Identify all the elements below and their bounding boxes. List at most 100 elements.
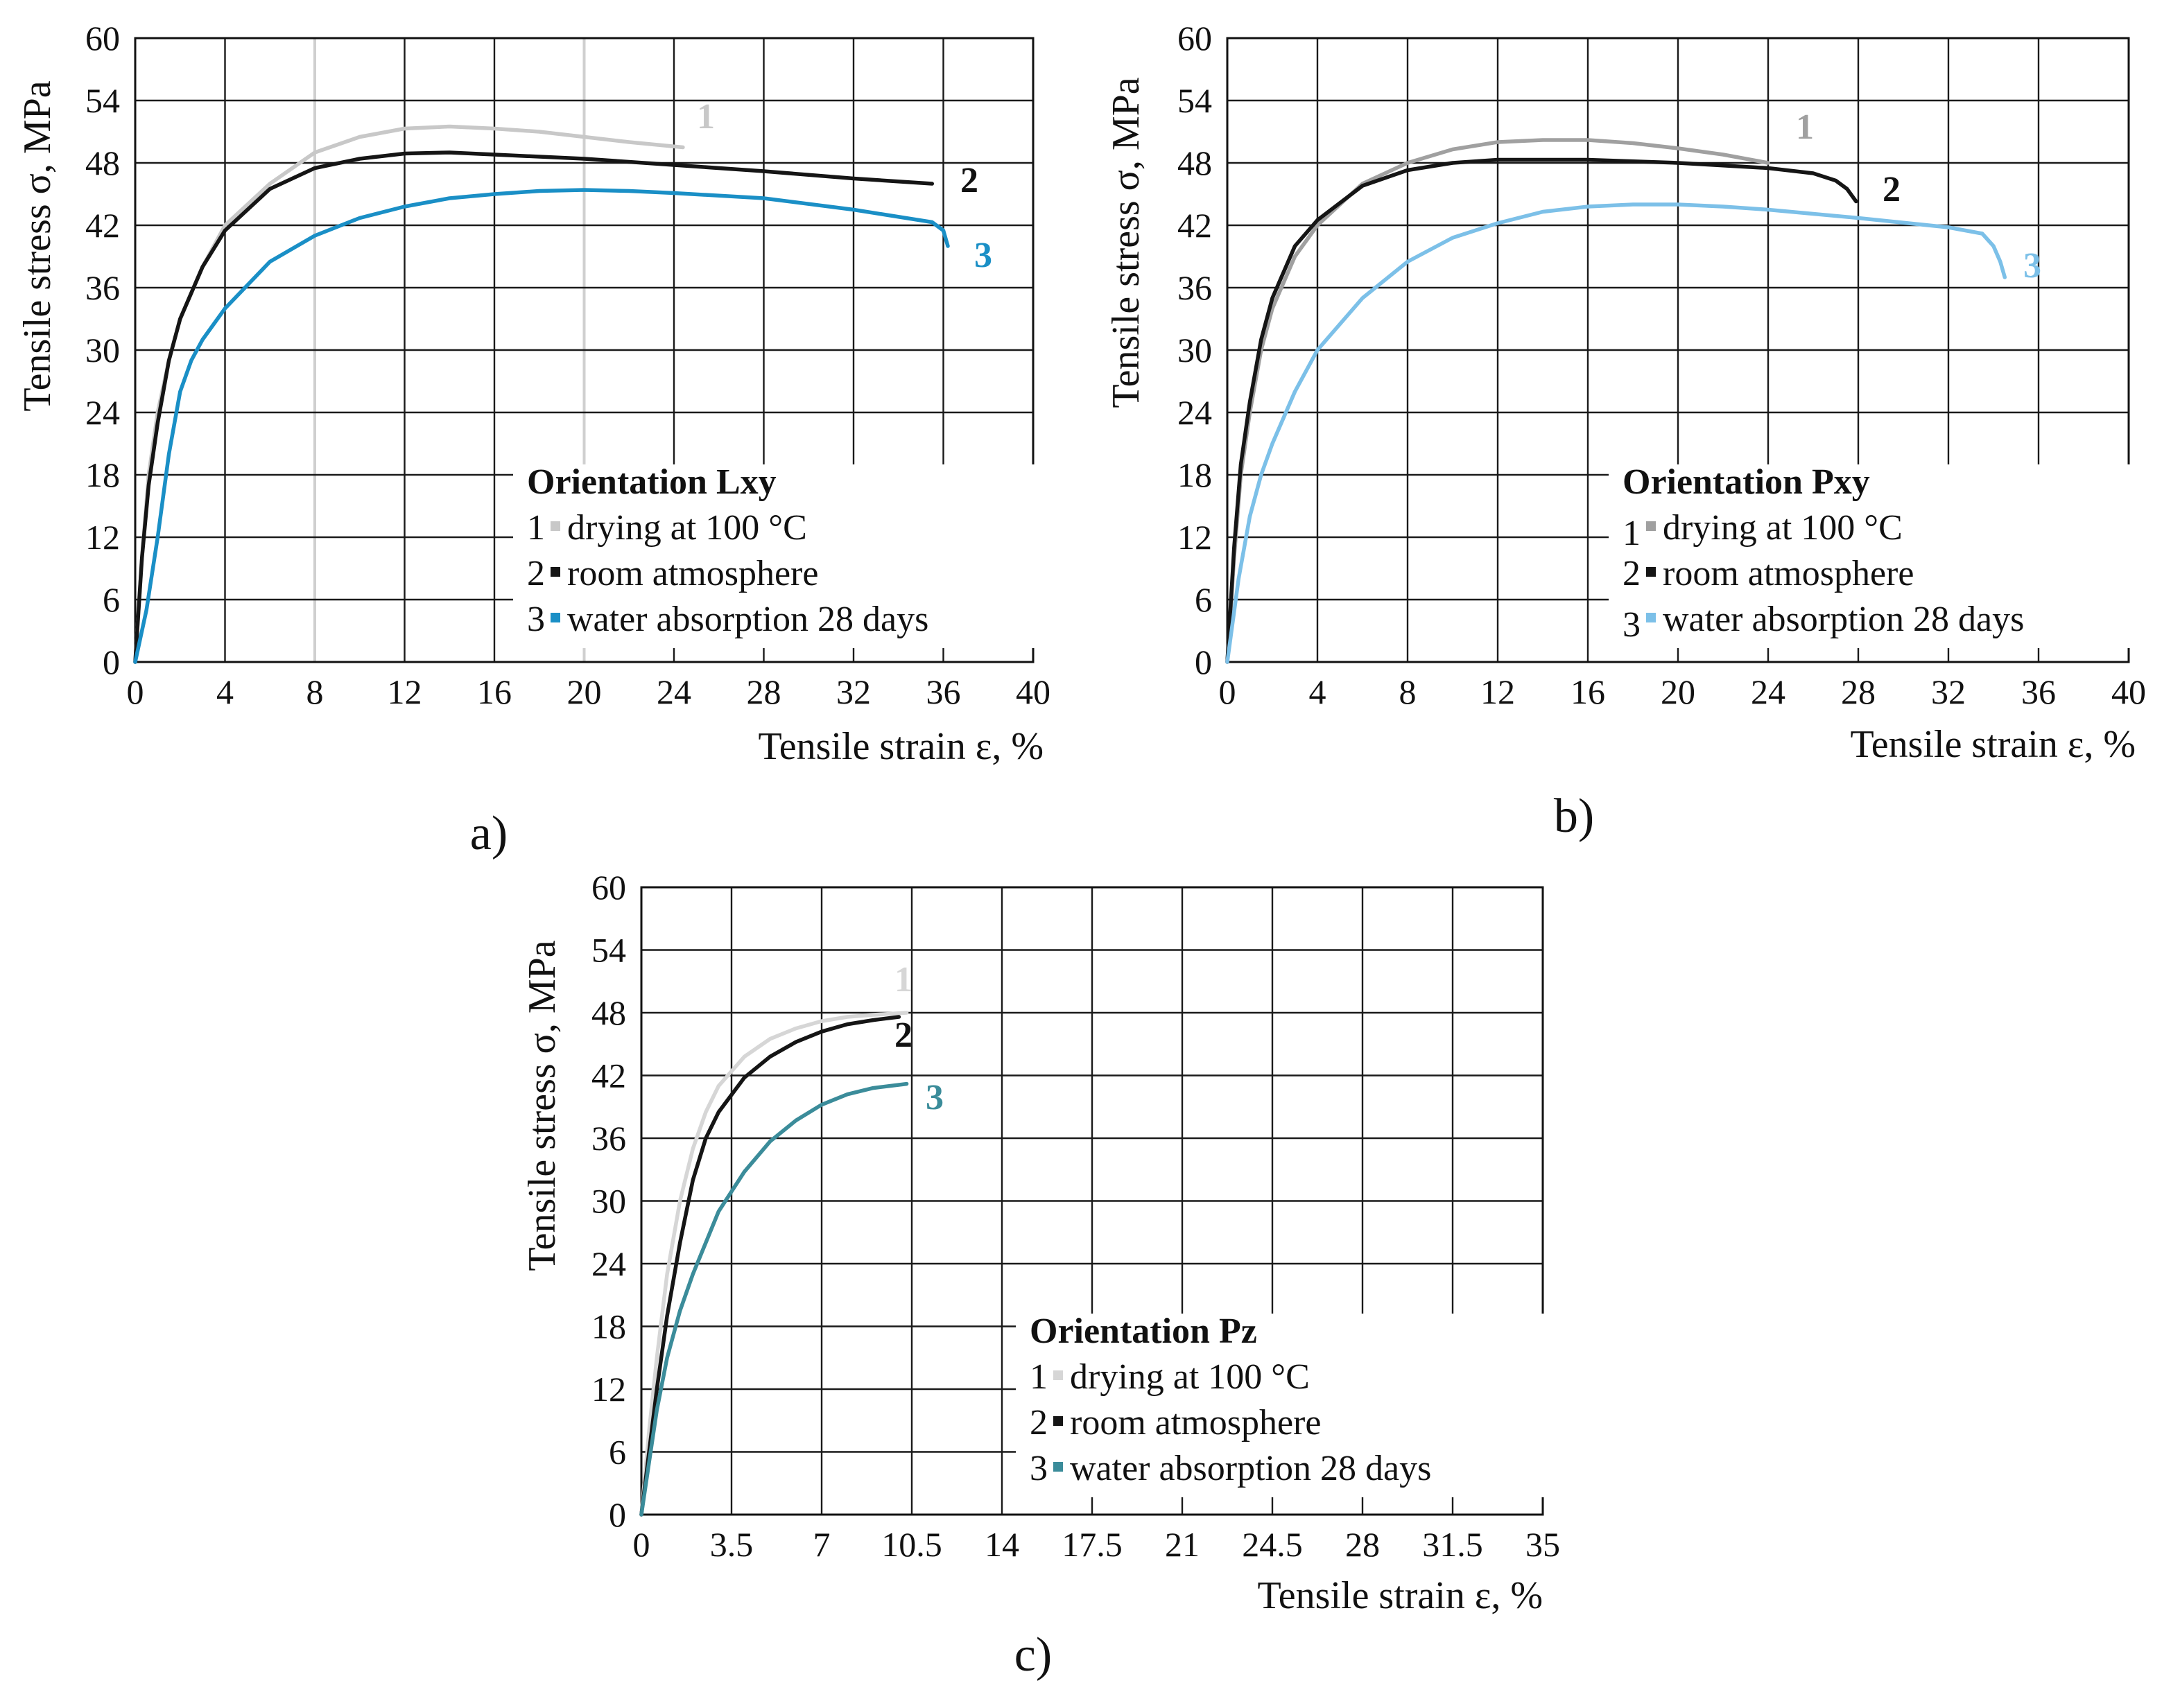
legend-entry-number: 3	[527, 600, 545, 639]
y-tick-label: 60	[1177, 19, 1212, 58]
x-tick-label: 28	[1345, 1525, 1380, 1564]
legend-entry-label: drying at 100 °C	[567, 508, 807, 548]
curve-number-label: 1	[697, 97, 715, 137]
legend-entry-number: 3	[1030, 1449, 1048, 1488]
x-tick-label: 3.5	[710, 1525, 754, 1564]
legend-background	[1609, 464, 2149, 648]
curve-number-label: 3	[974, 236, 992, 275]
x-tick-label: 17.5	[1062, 1525, 1123, 1564]
legend-background	[1016, 1314, 1557, 1497]
y-tick-label: 54	[85, 81, 120, 120]
x-tick-label: 7	[813, 1525, 831, 1564]
x-tick-label: 10.5	[881, 1525, 942, 1564]
legend-title: Orientation Lxy	[527, 462, 777, 502]
legend-entry-label: water absorption 28 days	[567, 600, 928, 639]
x-tick-label: 36	[926, 672, 961, 711]
legend-entry-number: 1	[1623, 514, 1641, 553]
y-tick-label: 48	[1177, 143, 1212, 182]
y-tick-label: 6	[609, 1433, 626, 1472]
legend-swatch-1	[1646, 521, 1656, 531]
x-axis-label: Tensile strain ε, %	[1851, 723, 2136, 766]
series-line-2	[1225, 157, 1858, 664]
y-tick-label: 24	[591, 1244, 626, 1283]
x-tick-label: 20	[1661, 672, 1695, 711]
x-axis-label: Tensile strain ε, %	[1258, 1574, 1543, 1617]
legend-entry-label: room atmosphere	[1663, 554, 1914, 593]
x-tick-label: 14	[985, 1525, 1019, 1564]
series-line-2	[639, 1015, 901, 1517]
y-tick-label: 60	[85, 19, 120, 58]
x-axis-label: Tensile strain ε, %	[759, 725, 1044, 768]
curve-number-label: 2	[1883, 170, 1901, 209]
x-tick-label: 24	[1751, 672, 1785, 711]
curve-number-label: 1	[894, 960, 912, 1000]
legend-swatch-2	[1053, 1416, 1063, 1426]
y-axis-label: Tensile stress σ, MPa	[16, 80, 59, 411]
x-tick-label: 28	[1841, 672, 1876, 711]
y-tick-label: 36	[591, 1119, 626, 1158]
panel-label: b)	[1554, 790, 1594, 843]
legend-entry-number: 1	[1030, 1357, 1048, 1397]
x-tick-label: 12	[1480, 672, 1515, 711]
legend-entry-label: water absorption 28 days	[1663, 600, 2024, 639]
y-tick-label: 24	[85, 393, 120, 432]
y-tick-label: 12	[1177, 518, 1212, 557]
y-tick-label: 0	[1195, 643, 1212, 681]
legend-entry-number: 2	[527, 554, 545, 593]
y-tick-label: 48	[591, 993, 626, 1032]
y-tick-label: 30	[1177, 331, 1212, 369]
legend-swatch-3	[1053, 1462, 1063, 1472]
y-tick-label: 12	[85, 518, 120, 557]
x-tick-label: 0	[127, 672, 144, 711]
legend-entry-number: 2	[1623, 554, 1641, 593]
x-tick-label: 0	[1219, 672, 1236, 711]
x-tick-label: 24	[657, 672, 691, 711]
plot-frame	[640, 886, 1544, 1516]
x-tick-label: 20	[567, 672, 602, 711]
x-tick-label: 21	[1165, 1525, 1200, 1564]
legend-swatch-3	[551, 613, 560, 622]
x-tick-label: 16	[1571, 672, 1605, 711]
plot-frame	[1226, 37, 2130, 663]
curve-number-label: 2	[894, 1016, 912, 1055]
legend-swatch-2	[1646, 567, 1656, 577]
panel-label: a)	[470, 807, 508, 860]
legend-entry-label: room atmosphere	[1070, 1403, 1321, 1443]
legend-entry-label: room atmosphere	[567, 554, 818, 593]
x-tick-label: 35	[1525, 1525, 1560, 1564]
x-tick-label: 31.5	[1422, 1525, 1483, 1564]
legend-swatch-2	[551, 567, 560, 577]
curve-number-label: 2	[960, 161, 978, 200]
y-tick-label: 18	[591, 1307, 626, 1346]
series-line-2	[133, 150, 935, 664]
y-tick-label: 60	[591, 868, 626, 907]
y-tick-label: 42	[85, 206, 120, 245]
legend-swatch-3	[1646, 613, 1656, 622]
y-tick-label: 48	[85, 143, 120, 182]
legend-swatch-1	[551, 521, 560, 531]
curve-number-label: 3	[2023, 246, 2041, 286]
series-line-3	[639, 1081, 909, 1517]
y-tick-label: 30	[85, 331, 120, 369]
x-tick-label: 12	[388, 672, 422, 711]
y-tick-label: 12	[591, 1370, 626, 1409]
legend-swatch-1	[1053, 1370, 1063, 1380]
y-axis-label: Tensile stress σ, MPa	[1105, 77, 1148, 408]
x-tick-label: 36	[2021, 672, 2056, 711]
legend-entry-label: drying at 100 °C	[1663, 508, 1903, 548]
x-tick-label: 4	[1309, 672, 1326, 711]
x-tick-label: 40	[2111, 672, 2146, 711]
y-tick-label: 0	[103, 643, 120, 681]
legend-entry-label: drying at 100 °C	[1070, 1357, 1310, 1397]
y-tick-label: 24	[1177, 393, 1212, 432]
curve-number-label: 1	[1796, 107, 1814, 147]
x-tick-label: 8	[1399, 672, 1417, 711]
y-tick-label: 6	[103, 580, 120, 619]
legend-background	[513, 464, 1054, 648]
x-tick-label: 0	[633, 1525, 650, 1564]
legend-title: Orientation Pz	[1030, 1312, 1257, 1351]
y-tick-label: 6	[1195, 580, 1212, 619]
